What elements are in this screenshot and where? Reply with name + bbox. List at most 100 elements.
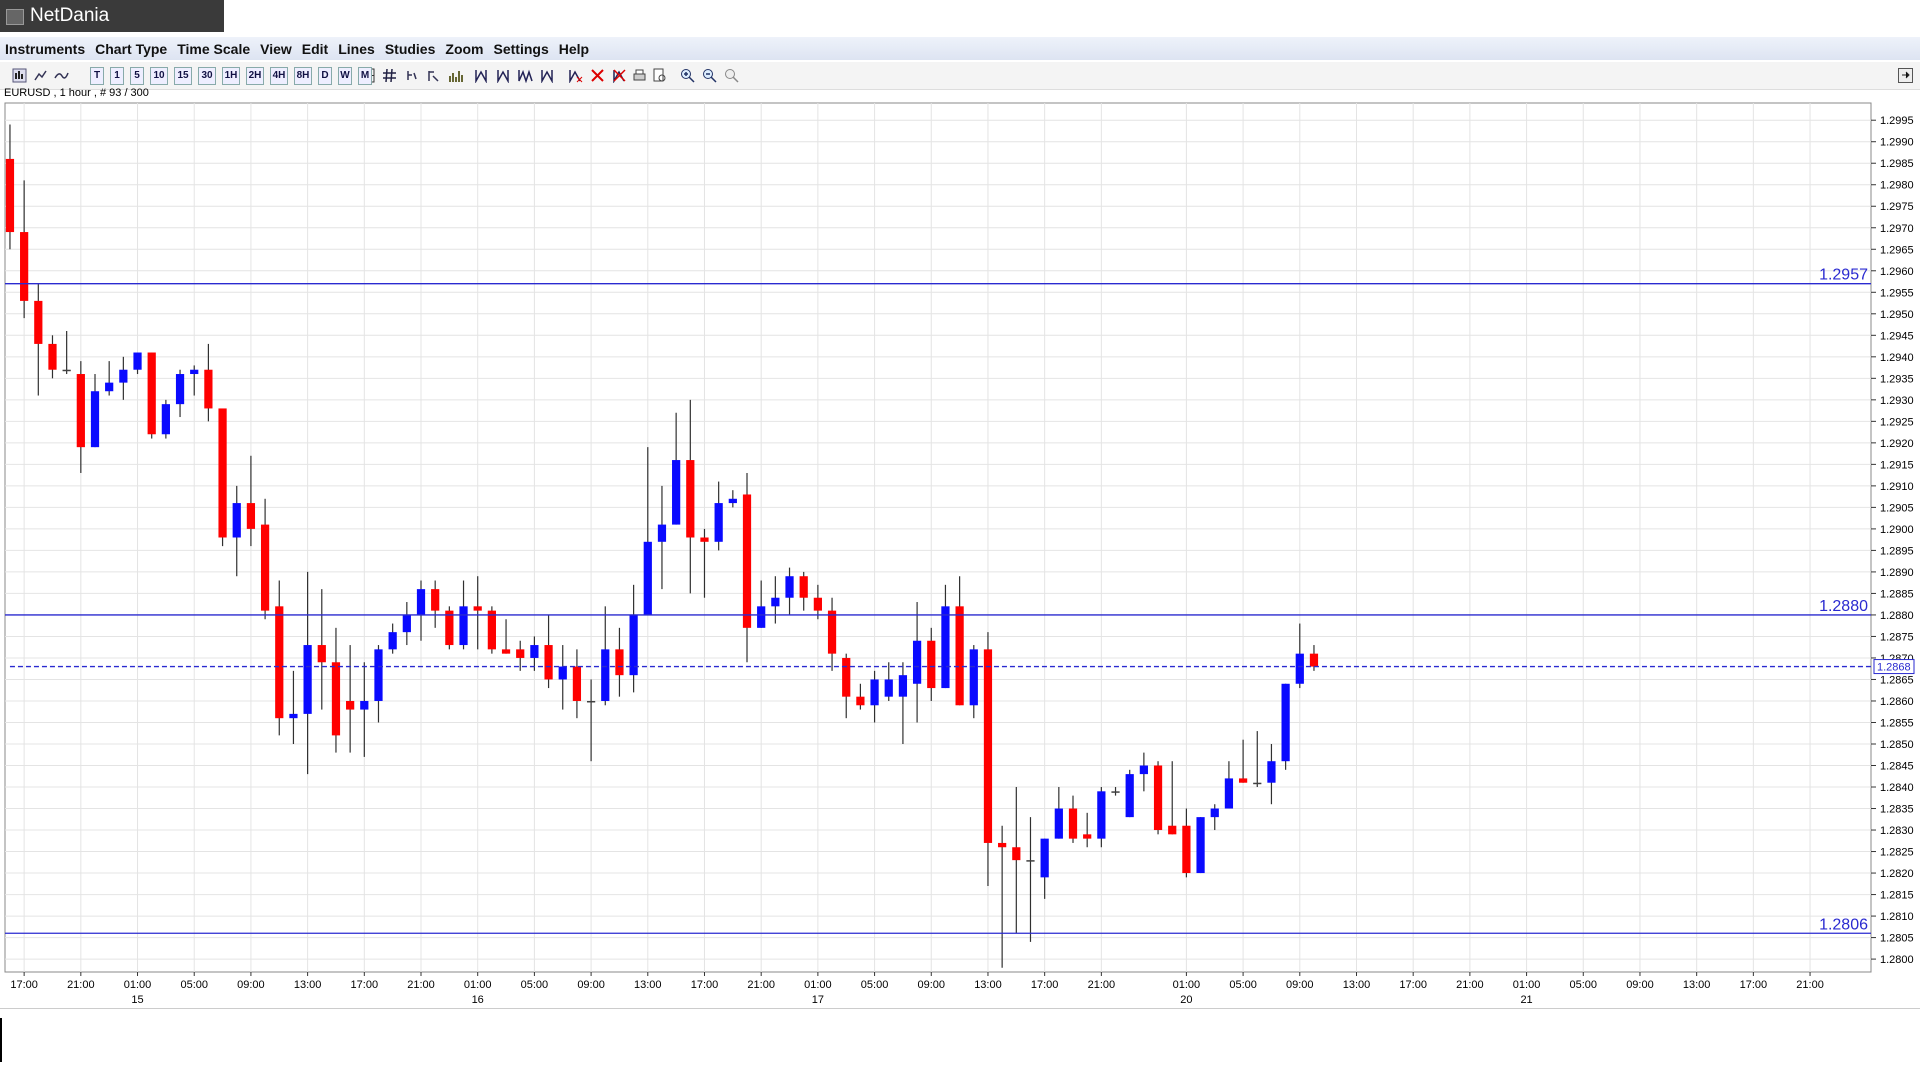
menu-item[interactable]: Zoom — [445, 40, 484, 57]
y-tick-label: 1.2960 — [1880, 266, 1914, 278]
candle-body — [912, 640, 922, 684]
candle-body — [204, 369, 213, 409]
y-tick-label: 1.2895 — [1880, 545, 1914, 557]
timescale-button[interactable]: T — [90, 67, 104, 85]
candle-body — [927, 640, 936, 689]
candle-body — [119, 369, 128, 383]
timescale-button[interactable]: W — [338, 67, 352, 85]
plot-area — [4, 102, 1872, 973]
menu-item[interactable]: Time Scale — [177, 40, 251, 57]
timescale-button[interactable]: 4H — [270, 67, 288, 85]
menu-item[interactable]: Lines — [338, 40, 375, 57]
y-tick-label: 1.2935 — [1880, 373, 1914, 385]
y-tick-label: 1.2820 — [1880, 868, 1914, 880]
candle-body — [431, 589, 440, 611]
x-tick-label: 21:00 — [1796, 979, 1824, 991]
x-tick-label: 01:00 — [464, 979, 492, 991]
toolbar-icon[interactable] — [448, 68, 463, 83]
toolbar-icon[interactable] — [404, 68, 419, 83]
candle-body — [1153, 765, 1163, 831]
x-tick-label: 21:00 — [1088, 979, 1116, 991]
instrument-info: EURUSD , 1 hour , # 93 / 300 — [4, 87, 149, 99]
timescale-button[interactable]: D — [318, 67, 332, 85]
candle-body — [1238, 778, 1248, 783]
toolbar-icon[interactable] — [382, 68, 397, 83]
candle-body — [516, 649, 525, 658]
toolbar-icon[interactable] — [12, 68, 27, 83]
x-day-label: 16 — [472, 994, 484, 1006]
toolbar-icon[interactable] — [724, 68, 739, 83]
candle-body — [742, 494, 752, 628]
toolbar-icon[interactable] — [680, 68, 695, 83]
toolbar-icon[interactable] — [33, 68, 48, 83]
toolbar-icon[interactable] — [568, 68, 583, 83]
y-tick-label: 1.2865 — [1880, 674, 1914, 686]
menu-item[interactable]: Edit — [301, 40, 329, 57]
timescale-button[interactable]: 1 — [110, 67, 124, 85]
y-tick-label: 1.2950 — [1880, 309, 1914, 321]
chart: 1.2800 1.2805 1.2810 1.2815 1.2820 1.2825 1.28… — [4, 102, 1915, 1006]
candle-body — [1083, 834, 1092, 839]
timescale-button[interactable]: 2H — [246, 67, 264, 85]
toolbar-icon[interactable] — [632, 68, 647, 83]
y-tick-label: 1.2980 — [1880, 180, 1914, 192]
toolbar-icon[interactable] — [426, 68, 441, 83]
candle-body — [1139, 765, 1148, 775]
timescale-button[interactable]: M — [358, 67, 372, 85]
candle-body — [20, 232, 29, 301]
candle-body — [544, 645, 553, 680]
menu-item[interactable]: View — [260, 40, 292, 57]
candle-body — [48, 343, 57, 370]
toolbar-icon[interactable] — [540, 68, 555, 83]
candle-body — [1210, 808, 1219, 818]
menu-item[interactable]: Help — [558, 40, 590, 57]
x-tick-label: 13:00 — [1343, 979, 1371, 991]
candle-body — [303, 645, 312, 714]
candle-body — [1068, 808, 1078, 839]
menu-item[interactable]: Chart Type — [95, 40, 168, 57]
candle-body — [473, 606, 482, 611]
toolbar-icon[interactable] — [612, 68, 627, 83]
toolbar-icon[interactable] — [590, 68, 605, 83]
timescale-button[interactable]: 15 — [174, 67, 192, 85]
candle-body — [1224, 778, 1234, 809]
y-tick-label: 1.2975 — [1880, 201, 1914, 213]
y-tick-label: 1.2990 — [1880, 137, 1914, 149]
y-tick-label: 1.2835 — [1880, 804, 1914, 816]
toolbar-icon[interactable] — [652, 68, 667, 83]
candle-body — [827, 610, 837, 654]
timescale-button[interactable]: 10 — [150, 67, 168, 85]
x-tick-label: 05:00 — [180, 979, 208, 991]
x-tick-label: 21:00 — [1456, 979, 1484, 991]
toolbar-icon[interactable] — [54, 68, 69, 83]
toolbar-icon[interactable] — [474, 68, 489, 83]
toolbar-icon[interactable] — [702, 68, 717, 83]
candle-body — [346, 700, 355, 710]
candle-body — [1026, 860, 1035, 862]
x-tick-label: 09:00 — [237, 979, 265, 991]
menu-item[interactable]: Settings — [493, 40, 549, 57]
timescale-button[interactable]: 8H — [294, 67, 312, 85]
y-tick-label: 1.2885 — [1880, 588, 1914, 600]
candle-body — [487, 610, 496, 650]
x-day-label: 15 — [131, 994, 143, 1006]
y-tick-label: 1.2850 — [1880, 739, 1914, 751]
x-tick-label: 01:00 — [1513, 979, 1541, 991]
candle-body — [402, 614, 411, 633]
window-button[interactable] — [1898, 68, 1913, 83]
toolbar-icon[interactable] — [496, 68, 511, 83]
menu-item[interactable]: Studies — [384, 40, 436, 57]
candle-body — [657, 524, 667, 542]
timescale-button[interactable]: 1H — [222, 67, 240, 85]
toolbar-icon[interactable] — [518, 68, 533, 83]
menu-item[interactable]: Instruments — [5, 40, 86, 57]
candle-body — [601, 649, 610, 701]
timescale-button[interactable]: 30 — [198, 67, 216, 85]
candle-body — [672, 460, 681, 525]
candle-body — [5, 158, 15, 233]
edge — [0, 1018, 2, 1062]
candle-body — [1253, 782, 1262, 785]
timescale-button[interactable]: 5 — [130, 67, 144, 85]
candle-body — [969, 649, 978, 706]
candle-body — [1111, 791, 1120, 793]
